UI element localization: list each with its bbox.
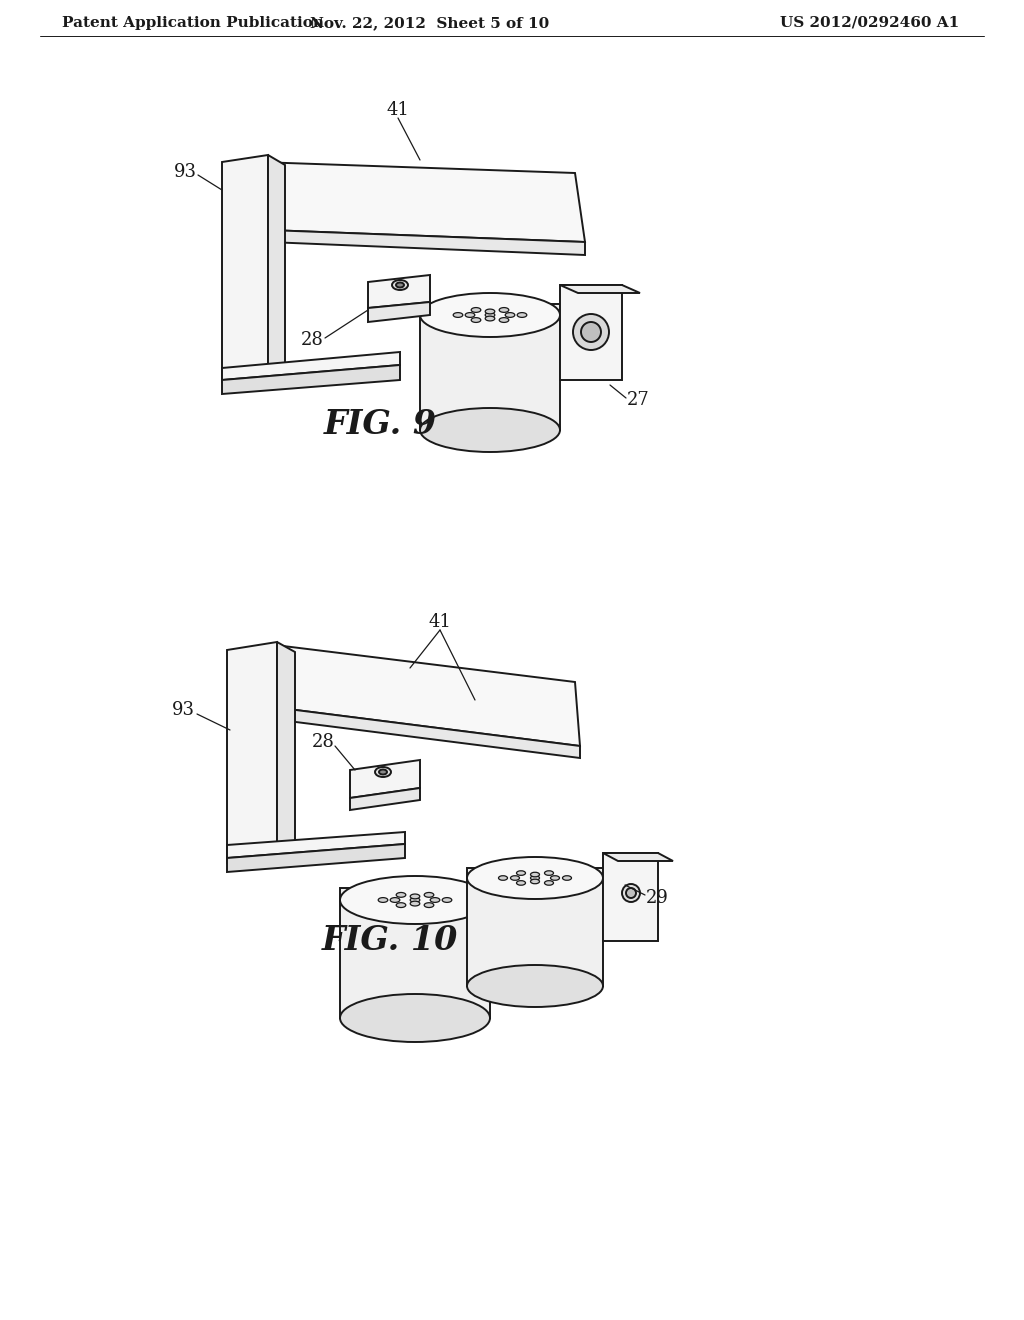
Polygon shape xyxy=(467,869,603,986)
Ellipse shape xyxy=(471,318,481,322)
Polygon shape xyxy=(222,375,285,392)
Ellipse shape xyxy=(411,894,420,899)
Polygon shape xyxy=(340,888,490,1018)
Polygon shape xyxy=(268,230,585,255)
Ellipse shape xyxy=(424,903,434,908)
Ellipse shape xyxy=(516,880,525,886)
Polygon shape xyxy=(278,642,295,862)
Ellipse shape xyxy=(471,308,481,313)
Polygon shape xyxy=(222,352,400,380)
Ellipse shape xyxy=(517,313,526,317)
Ellipse shape xyxy=(511,875,519,880)
Ellipse shape xyxy=(485,315,495,321)
Ellipse shape xyxy=(505,313,515,317)
Text: 93: 93 xyxy=(171,701,195,719)
Ellipse shape xyxy=(530,875,540,880)
Ellipse shape xyxy=(411,902,420,906)
Polygon shape xyxy=(227,843,406,873)
Text: 29: 29 xyxy=(645,888,669,907)
Ellipse shape xyxy=(485,309,495,314)
Ellipse shape xyxy=(454,313,463,317)
Ellipse shape xyxy=(485,313,495,317)
Text: 28: 28 xyxy=(311,733,335,751)
Ellipse shape xyxy=(424,892,434,898)
Polygon shape xyxy=(275,645,580,746)
Ellipse shape xyxy=(430,898,439,903)
Ellipse shape xyxy=(420,408,560,451)
Polygon shape xyxy=(258,162,585,242)
Polygon shape xyxy=(603,853,658,941)
Ellipse shape xyxy=(530,873,540,876)
Polygon shape xyxy=(420,304,560,430)
Ellipse shape xyxy=(499,875,508,880)
Ellipse shape xyxy=(340,876,490,924)
Polygon shape xyxy=(368,275,430,308)
Ellipse shape xyxy=(375,767,391,777)
Ellipse shape xyxy=(545,871,554,875)
Polygon shape xyxy=(227,855,295,870)
Polygon shape xyxy=(560,285,640,293)
Ellipse shape xyxy=(581,322,601,342)
Ellipse shape xyxy=(626,888,636,898)
Ellipse shape xyxy=(396,892,406,898)
Polygon shape xyxy=(560,285,622,380)
Text: Patent Application Publication: Patent Application Publication xyxy=(62,16,324,30)
Ellipse shape xyxy=(573,314,609,350)
Ellipse shape xyxy=(420,293,560,337)
Polygon shape xyxy=(603,853,673,861)
Ellipse shape xyxy=(442,898,452,903)
Polygon shape xyxy=(368,302,430,322)
Ellipse shape xyxy=(465,313,475,317)
Ellipse shape xyxy=(340,994,490,1041)
Polygon shape xyxy=(350,788,420,810)
Ellipse shape xyxy=(562,875,571,880)
Ellipse shape xyxy=(396,282,404,288)
Text: Nov. 22, 2012  Sheet 5 of 10: Nov. 22, 2012 Sheet 5 of 10 xyxy=(310,16,550,30)
Text: 41: 41 xyxy=(387,102,410,119)
Text: FIG. 10: FIG. 10 xyxy=(322,924,458,957)
Ellipse shape xyxy=(379,770,387,775)
Ellipse shape xyxy=(551,875,559,880)
Polygon shape xyxy=(222,366,400,393)
Ellipse shape xyxy=(411,898,420,903)
Polygon shape xyxy=(280,708,580,758)
Ellipse shape xyxy=(378,898,388,903)
Polygon shape xyxy=(350,760,420,799)
Ellipse shape xyxy=(500,308,509,313)
Ellipse shape xyxy=(467,857,603,899)
Polygon shape xyxy=(222,154,268,381)
Ellipse shape xyxy=(396,903,406,908)
Text: 41: 41 xyxy=(429,612,452,631)
Text: 27: 27 xyxy=(627,391,649,409)
Polygon shape xyxy=(268,154,285,385)
Text: US 2012/0292460 A1: US 2012/0292460 A1 xyxy=(780,16,959,30)
Ellipse shape xyxy=(516,871,525,875)
Ellipse shape xyxy=(390,898,399,903)
Text: 28: 28 xyxy=(301,331,324,348)
Polygon shape xyxy=(227,832,406,858)
Ellipse shape xyxy=(467,965,603,1007)
Ellipse shape xyxy=(392,280,408,290)
Ellipse shape xyxy=(545,880,554,886)
Polygon shape xyxy=(227,642,278,863)
Ellipse shape xyxy=(622,884,640,902)
Ellipse shape xyxy=(500,318,509,322)
Text: 93: 93 xyxy=(173,162,197,181)
Ellipse shape xyxy=(530,879,540,883)
Text: FIG. 9: FIG. 9 xyxy=(324,408,436,441)
